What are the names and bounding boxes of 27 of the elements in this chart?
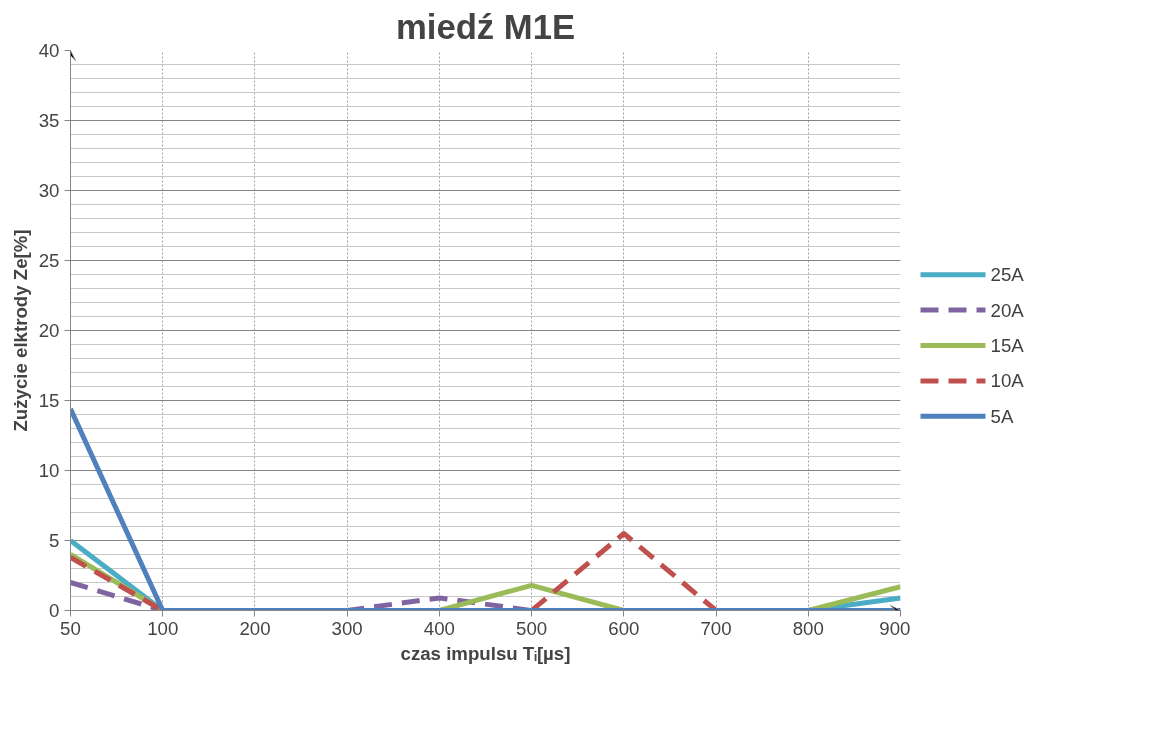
legend-label: 15A — [990, 335, 1025, 356]
x-tick-label: 600 — [608, 617, 640, 639]
legend-label: 10A — [990, 370, 1025, 392]
x-tick-label: 700 — [700, 617, 732, 639]
legend-label: 25A — [990, 264, 1025, 286]
x-tick-label: 50 — [60, 617, 81, 639]
y-axis-title: Zużycie elktrody Ze[%] — [9, 229, 31, 432]
y-tick-label: 25 — [38, 250, 60, 271]
y-tick-label: 5 — [49, 530, 60, 551]
y-tick-label: 30 — [38, 180, 60, 201]
y-tick-label: 10 — [38, 460, 60, 481]
x-tick-label: 200 — [239, 617, 271, 639]
y-tick-label: 15 — [38, 390, 60, 411]
x-tick-label: 900 — [879, 617, 911, 639]
legend-label: 5A — [990, 405, 1014, 427]
y-tick-label: 20 — [38, 320, 60, 341]
x-tick-label: 500 — [516, 617, 548, 639]
y-tick-label: 0 — [49, 600, 60, 621]
x-tick-label: 100 — [147, 617, 179, 639]
x-tick-label: 800 — [792, 617, 824, 639]
y-tick-label: 40 — [38, 40, 60, 61]
x-tick-label: 400 — [423, 617, 455, 639]
legend-label: 20A — [990, 299, 1025, 321]
y-tick-label: 35 — [38, 110, 60, 131]
x-tick-label: 300 — [331, 617, 363, 639]
chart-title: miedź M1E — [395, 7, 576, 46]
x-axis-title: czas impulsu Tᵢ[µs] — [400, 642, 571, 664]
